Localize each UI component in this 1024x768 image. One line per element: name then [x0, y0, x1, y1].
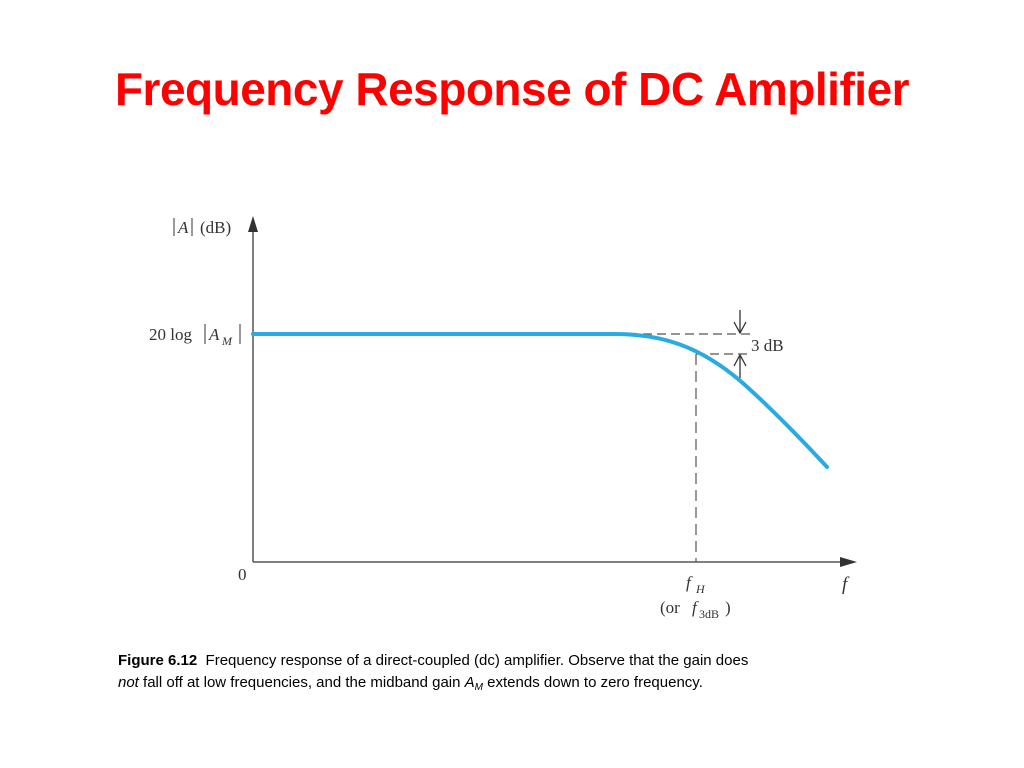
fh-label: f H [686, 573, 706, 596]
y-axis-label-unit: (dB) [200, 218, 231, 237]
f3db-label-prefix: (or [660, 598, 680, 617]
response-curve [251, 332, 829, 469]
figure-caption: Figure 6.12 Frequency response of a dire… [118, 650, 918, 699]
caption-text-3: extends down to zero frequency. [487, 674, 703, 691]
origin-label: 0 [238, 565, 247, 584]
caption-line-1: Figure 6.12 Frequency response of a dire… [118, 650, 918, 672]
f3db-label-sub: 3dB [699, 607, 719, 621]
caption-gain-symbol: A [464, 674, 475, 691]
x-axis-label: f [842, 574, 850, 595]
midband-label-A: A [208, 325, 220, 344]
fh-label-f: f [686, 573, 693, 592]
f3db-label: (or f 3dB ) [660, 598, 731, 621]
caption-text-2: fall off at low frequencies, and the mid… [143, 674, 461, 691]
y-axis-label-A: A [177, 218, 189, 237]
caption-text-not: not [118, 674, 139, 691]
3db-indicator-arrows [733, 310, 747, 378]
x-axis-arrowhead [840, 557, 857, 567]
caption-figure-number: Figure 6.12 [118, 652, 198, 669]
frequency-response-diagram: A (dB) 20 log A M 0 f 3 dB f H (or f 3dB… [149, 216, 857, 621]
midband-label-prefix: 20 log [149, 325, 192, 344]
caption-text-1: Frequency response of a direct-coupled (… [205, 652, 749, 669]
f3db-label-suffix: ) [725, 598, 731, 617]
caption-gain-sub: M [474, 682, 483, 693]
fh-label-sub: H [695, 582, 706, 596]
midband-gain-label: 20 log A M [149, 324, 241, 348]
y-axis-arrowhead [248, 216, 258, 232]
3db-label: 3 dB [751, 336, 784, 355]
y-axis-label: A (dB) [173, 218, 231, 237]
f3db-label-f: f [692, 598, 699, 617]
midband-label-sub: M [221, 334, 233, 348]
slide-title: Frequency Response of DC Amplifier [114, 63, 910, 115]
caption-line-2: not fall off at low frequencies, and the… [118, 672, 918, 699]
